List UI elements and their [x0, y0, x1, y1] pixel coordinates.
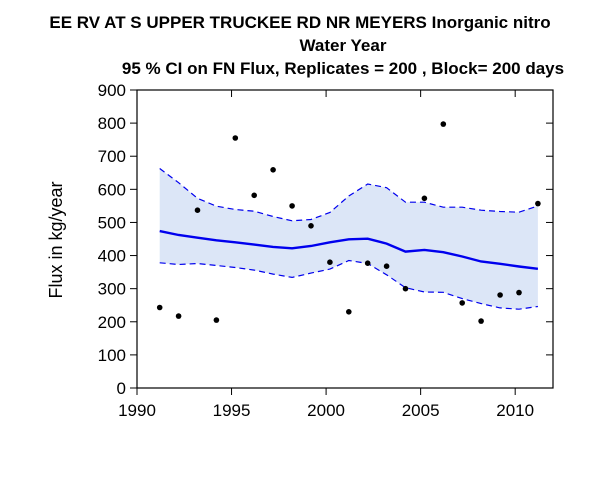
data-point [535, 200, 541, 207]
x-tick-label: 2010 [496, 401, 534, 420]
data-point [156, 304, 163, 311]
y-tick-label: 100 [98, 346, 126, 365]
y-tick-label: 200 [98, 313, 126, 332]
x-tick-label: 2000 [307, 401, 345, 420]
y-tick-label: 900 [98, 81, 126, 100]
chart-subtitle-line3: 95 % CI on FN Flux, Replicates = 200 , B… [122, 59, 564, 78]
data-point [459, 300, 466, 306]
data-point [497, 292, 503, 298]
data-point [308, 223, 314, 229]
x-tick-label: 2005 [402, 401, 440, 420]
data-point [213, 317, 220, 323]
fn-flux-line [159, 229, 539, 270]
y-tick-label: 800 [98, 114, 126, 133]
data-point [346, 309, 352, 315]
data-point [327, 259, 333, 266]
y-tick-label: 500 [98, 213, 126, 232]
y-axis-label: Flux in kg/year [46, 181, 66, 298]
data-point [440, 121, 447, 127]
data-point [516, 289, 522, 296]
data-point [364, 260, 371, 267]
data-point [421, 195, 428, 202]
plot-area: 0 100 200 300 400 500 600 700 800 900 1990 1995 2000… [98, 81, 554, 420]
x-tick-label: 1990 [118, 401, 156, 420]
data-point [289, 203, 295, 209]
chart-title: EE RV AT S UPPER TRUCKEE RD NR MEYERS In… [49, 13, 550, 32]
data-point [175, 313, 182, 319]
x-tick-label: 1995 [213, 401, 251, 420]
plot-frame [136, 89, 554, 389]
data-point [232, 135, 239, 141]
ci-upper-line [159, 168, 539, 222]
data-point [383, 263, 390, 270]
data-point [402, 285, 409, 292]
y-tick-label: 600 [98, 180, 126, 199]
data-point [270, 167, 276, 173]
data-point [194, 207, 201, 213]
data-point [478, 318, 484, 324]
data-point [251, 192, 257, 199]
y-tick-label: 300 [98, 280, 126, 299]
chart-subtitle-line2: Water Year [300, 36, 387, 55]
ci-lower-line [159, 259, 538, 310]
y-tick-label: 400 [98, 247, 126, 266]
y-tick-label: 700 [98, 147, 126, 166]
y-tick-label: 0 [117, 379, 126, 398]
